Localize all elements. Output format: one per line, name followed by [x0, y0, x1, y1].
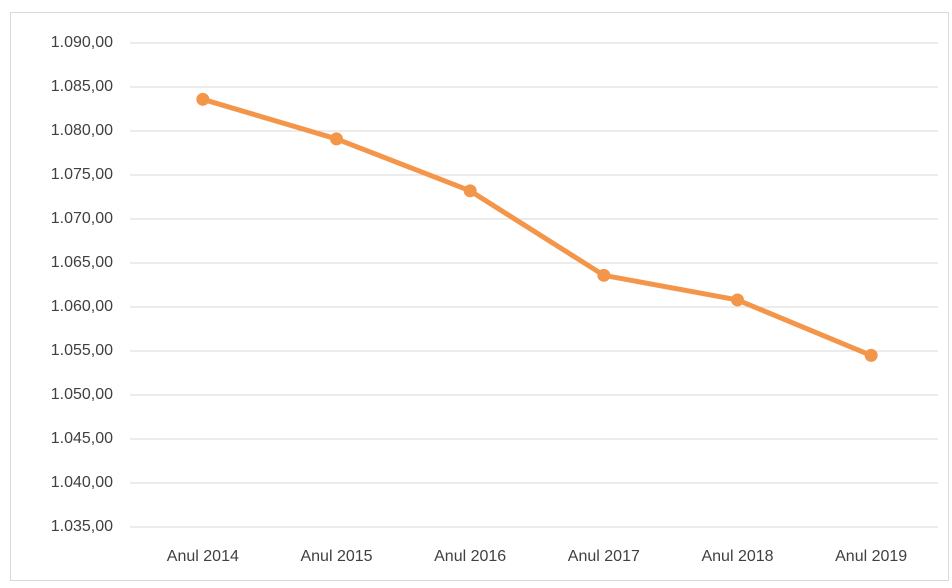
y-tick-label: 1.055,00: [51, 342, 113, 359]
y-tick-label: 1.045,00: [51, 430, 113, 447]
y-tick-label: 1.075,00: [51, 166, 113, 183]
x-tick-label: Anul 2015: [300, 548, 372, 565]
x-tick-label: Anul 2017: [568, 548, 640, 565]
x-tick-label: Anul 2019: [835, 548, 907, 565]
y-tick-label: 1.080,00: [51, 122, 113, 139]
point: [597, 268, 611, 282]
x-tick-label: Anul 2014: [167, 548, 239, 565]
point: [196, 92, 210, 106]
y-tick-label: 1.060,00: [51, 298, 113, 315]
point: [864, 348, 878, 362]
point: [731, 293, 744, 307]
line: [202, 96, 873, 358]
y-tick-label: 1.085,00: [51, 78, 113, 95]
x-tick-label: Anul 2018: [701, 548, 773, 565]
y-tick-label: 1.035,00: [51, 518, 113, 535]
x-tick-label: Anul 2016: [434, 548, 506, 565]
y-tick-label: 1.070,00: [51, 210, 113, 227]
y-tick-label: 1.090,00: [51, 34, 113, 51]
point: [463, 184, 477, 198]
y-tick-label: 1.040,00: [51, 474, 113, 491]
point: [330, 132, 343, 146]
chart-border: [10, 12, 949, 581]
y-tick-label: 1.050,00: [51, 386, 113, 403]
y-tick-label: 1.065,00: [51, 254, 113, 271]
